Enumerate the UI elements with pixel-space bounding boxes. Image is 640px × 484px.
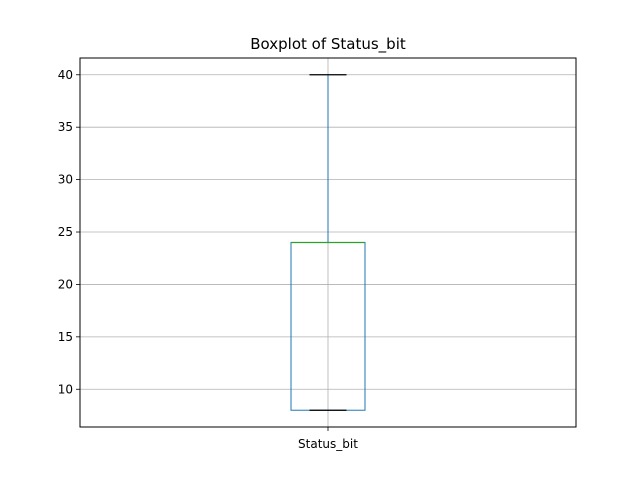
y-tick-label: 40 [58, 68, 73, 82]
y-tick-label: 20 [58, 277, 73, 291]
y-tick-label: 15 [58, 330, 73, 344]
y-tick-label: 35 [58, 120, 73, 134]
x-tick-label: Status_bit [298, 437, 358, 451]
axis-layer: 10 15 20 25 30 35 40 Status_bit [58, 68, 359, 451]
plot-layer [290, 74, 366, 411]
chart-title: Boxplot of Status_bit [250, 35, 406, 54]
y-tick-label: 25 [58, 225, 73, 239]
y-tick-label: 10 [58, 382, 73, 396]
y-tick-label: 30 [58, 173, 73, 187]
